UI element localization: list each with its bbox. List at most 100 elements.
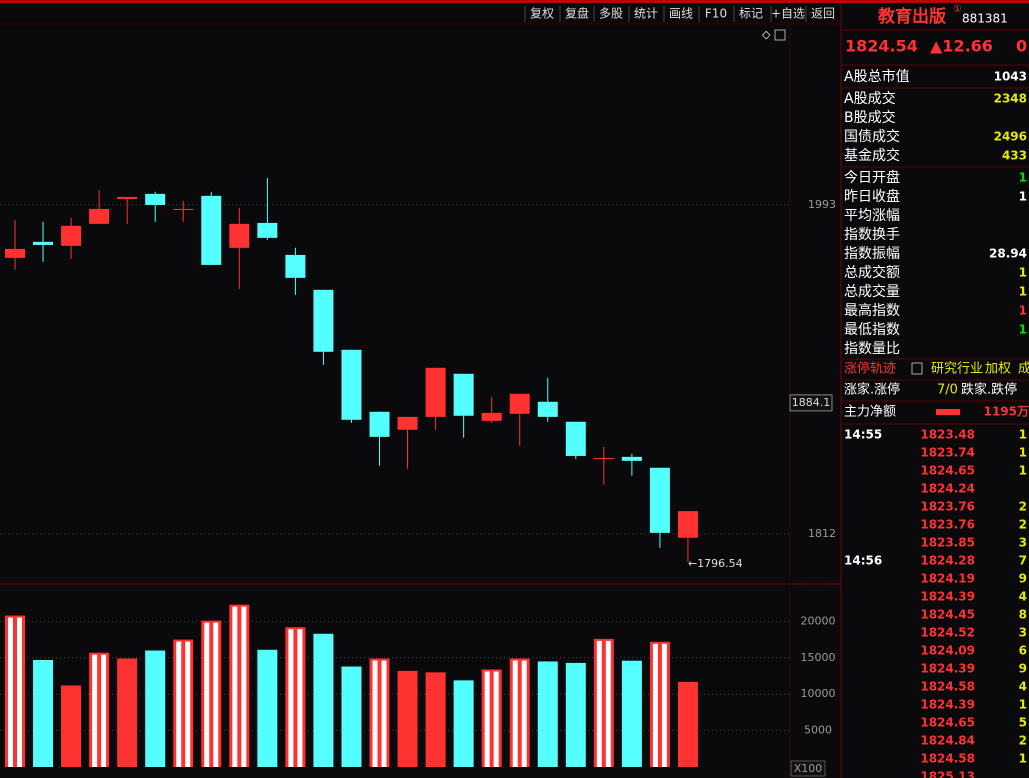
stat-label: 指数振幅: [844, 246, 900, 262]
stripe: [232, 606, 238, 767]
stat-label: A股总市值: [844, 68, 910, 85]
badge: ①: [953, 4, 962, 15]
candle-body: [285, 254, 306, 278]
breadth: 跌家.跌停: [961, 382, 1017, 398]
stripe: [484, 671, 490, 767]
candle-body: [621, 456, 642, 461]
toolbar-button[interactable]: 多股: [599, 7, 623, 21]
stripe: [661, 643, 667, 767]
candle-body: [537, 401, 558, 417]
tick-volume: 4: [1019, 680, 1027, 694]
toolbar-button[interactable]: 统计: [634, 7, 658, 21]
stat-value: 1: [1019, 285, 1027, 299]
tab[interactable]: 涨停轨迹: [844, 361, 896, 377]
tick-volume: 9: [1019, 662, 1027, 676]
tick-price: 1823.76: [920, 518, 975, 532]
stripe: [92, 654, 98, 767]
candle-body: [5, 248, 25, 258]
stat-label: 总成交额: [844, 264, 900, 281]
stat-value: 1: [1019, 171, 1027, 185]
tick-price: 1824.39: [920, 590, 975, 604]
tick-volume: 8: [1019, 608, 1027, 622]
low-annotation: ←1796.54: [688, 557, 743, 570]
tick-price: 1825.13: [920, 770, 975, 778]
y-tick-label: 1812: [808, 527, 836, 540]
tick-price: 1824.09: [920, 644, 975, 658]
stripe: [185, 641, 191, 767]
tick-price: 1823.76: [920, 500, 975, 514]
tab-icon: [911, 362, 923, 375]
candle-body: [649, 467, 670, 533]
tick-volume: 2: [1019, 734, 1027, 748]
tick-volume: 6: [1019, 644, 1027, 658]
pct: 0: [1016, 37, 1027, 56]
top-bar: [0, 0, 1029, 3]
tab[interactable]: 研究行业: [931, 362, 983, 377]
candle-body: [565, 421, 586, 456]
stat-value: 1: [1019, 304, 1027, 318]
toolbar-button[interactable]: 复盘: [565, 6, 589, 21]
tick-volume: 5: [1019, 716, 1027, 730]
stripe: [493, 671, 499, 767]
candle-body: [201, 195, 222, 265]
tick-volume: 4: [1019, 590, 1027, 604]
stat-label: B股成交: [844, 109, 896, 126]
stat-label: 指数换手: [844, 226, 900, 243]
tick-volume: 2: [1019, 500, 1027, 514]
tick-time: 14:55: [844, 428, 882, 442]
volume-bar: [313, 633, 334, 767]
stat-label: 基金成交: [844, 147, 900, 164]
tick-price: 1824.52: [920, 626, 975, 640]
toolbar-button[interactable]: 返回: [811, 7, 835, 21]
tick-price: 1824.58: [920, 680, 975, 694]
tab[interactable]: 加权: [985, 361, 1011, 377]
tick-volume: 2: [1019, 518, 1027, 532]
net-bar: [936, 409, 960, 415]
candle-body: [33, 241, 54, 245]
stat-value: 2348: [994, 92, 1027, 106]
toolbar-button[interactable]: F10: [705, 7, 727, 21]
candle-body: [369, 411, 390, 437]
volume-bar: [425, 672, 446, 767]
stripe: [381, 660, 387, 767]
stripe: [17, 617, 22, 767]
toolbar-button[interactable]: 画线: [669, 7, 693, 21]
stripe: [512, 660, 518, 767]
icon[interactable]: [774, 29, 786, 41]
stripe: [596, 640, 602, 767]
tick-price: 1824.28: [920, 554, 975, 568]
tick-time: 14:56: [844, 554, 882, 568]
volume-bar: [677, 681, 698, 767]
candle-body: [593, 457, 614, 460]
y-tick-label: 1993: [808, 198, 836, 211]
icon[interactable]: ◇: [762, 28, 771, 41]
price-marker: 1884.1: [792, 396, 831, 409]
tick-price: 1824.65: [920, 464, 975, 478]
volume-bar: [397, 670, 418, 767]
tick-volume: 1: [1019, 752, 1027, 766]
candle-body: [397, 416, 418, 430]
toolbar-button[interactable]: +自选: [771, 7, 805, 21]
candle-body: [509, 393, 530, 414]
stripe: [8, 617, 13, 767]
tick-price: 1823.48: [920, 428, 975, 442]
stat-label: 总成交量: [844, 283, 900, 300]
stat-label: 国债成交: [844, 128, 900, 145]
stat-value: 1043: [994, 70, 1027, 84]
volume-bar: [341, 666, 362, 767]
volume-bar: [145, 650, 166, 767]
toolbar-button[interactable]: 复权: [530, 7, 554, 21]
tick-volume: 1: [1019, 428, 1027, 442]
volume-bar: [537, 661, 558, 767]
stripe: [297, 629, 303, 767]
tab[interactable]: 成: [1018, 362, 1029, 377]
price: 1824.54: [845, 37, 918, 56]
breadth: 涨家.涨停: [844, 382, 900, 398]
toolbar-button[interactable]: 标记: [739, 7, 763, 21]
tick-price: 1823.85: [920, 536, 975, 550]
candle-body: [453, 373, 474, 416]
candle-body: [677, 511, 698, 538]
stat-value: 433: [1002, 149, 1027, 163]
